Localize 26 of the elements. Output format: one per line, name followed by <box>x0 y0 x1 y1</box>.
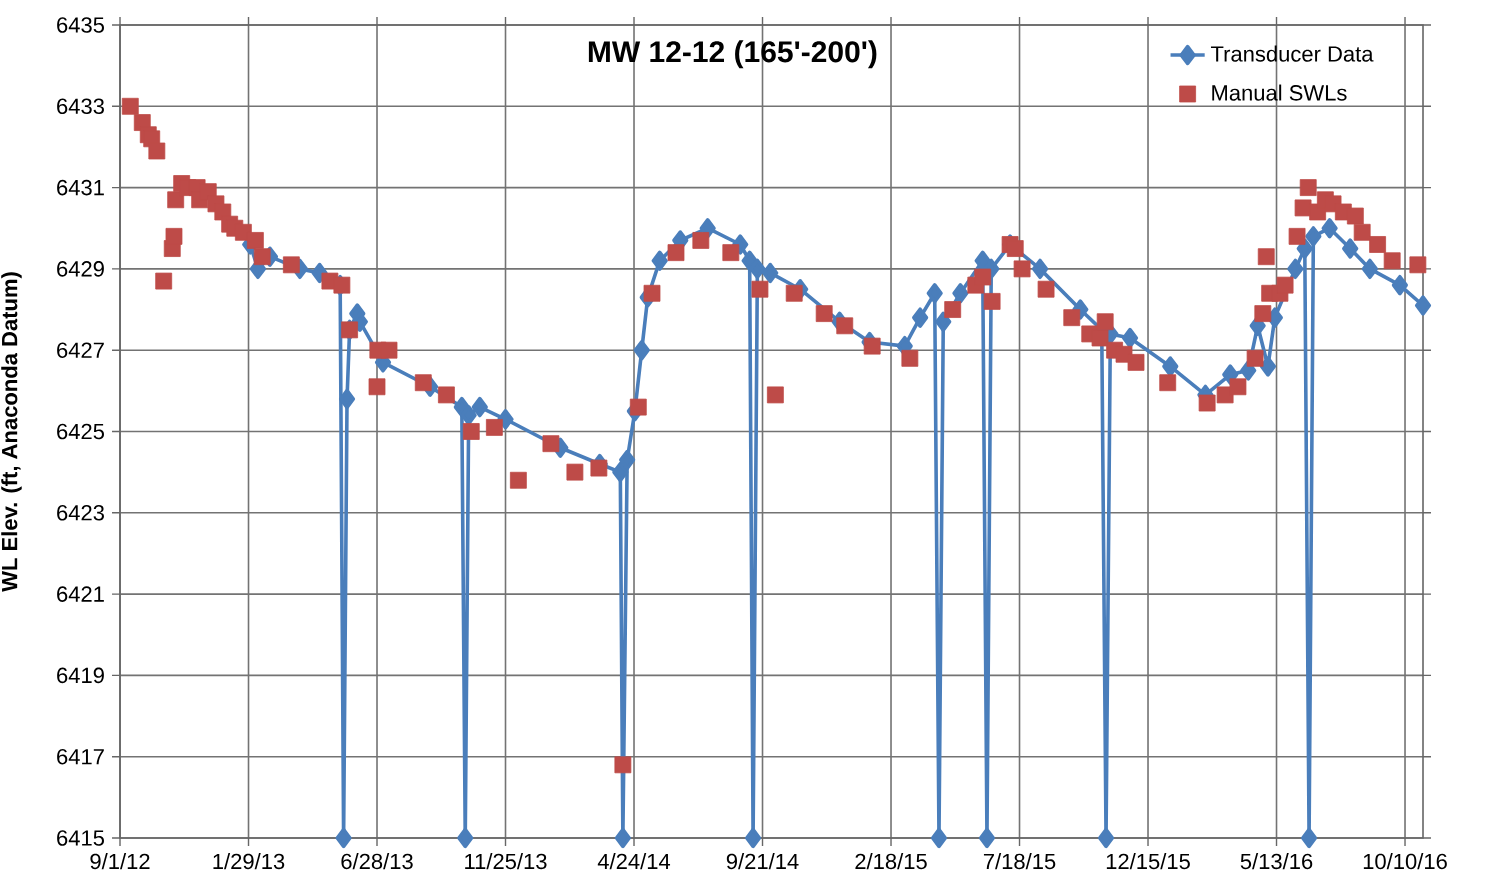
x-tick-label: 1/29/13 <box>213 853 285 870</box>
y-tick-label: 6415 <box>57 830 104 846</box>
legend-label: Manual SWLs <box>1212 84 1347 101</box>
y-axis-title: WL Elev. (ft, Anaconda Datum) <box>1 272 22 592</box>
x-tick-label: 5/13/16 <box>1240 853 1313 870</box>
x-tick-label: 2/18/15 <box>855 853 927 870</box>
y-tick-label: 6433 <box>57 98 104 115</box>
y-tick-label: 6429 <box>57 261 104 277</box>
x-tick-label: 9/1/12 <box>90 853 150 870</box>
x-tick-label: 12/15/15 <box>1106 853 1190 870</box>
y-tick-label: 6427 <box>57 342 104 358</box>
y-tick-label: 6417 <box>57 748 104 765</box>
x-tick-label: 9/21/14 <box>726 853 799 870</box>
x-tick-label: 10/10/16 <box>1363 853 1447 870</box>
y-tick-label: 6423 <box>57 505 104 521</box>
y-tick-label: 6435 <box>57 17 104 33</box>
x-tick-label: 6/28/13 <box>341 853 413 870</box>
y-tick-label: 6425 <box>57 423 104 440</box>
y-tick-label: 6419 <box>57 667 104 684</box>
x-tick-label: 11/25/13 <box>465 853 547 870</box>
chart-title: MW 12-12 (165'-200') <box>588 40 877 69</box>
x-tick-label: 4/24/14 <box>597 853 671 870</box>
legend-label: Transducer Data <box>1210 45 1374 62</box>
y-tick-label: 6421 <box>57 586 104 602</box>
x-tick-label: 7/18/15 <box>983 853 1056 870</box>
y-tick-label: 6431 <box>57 179 104 196</box>
